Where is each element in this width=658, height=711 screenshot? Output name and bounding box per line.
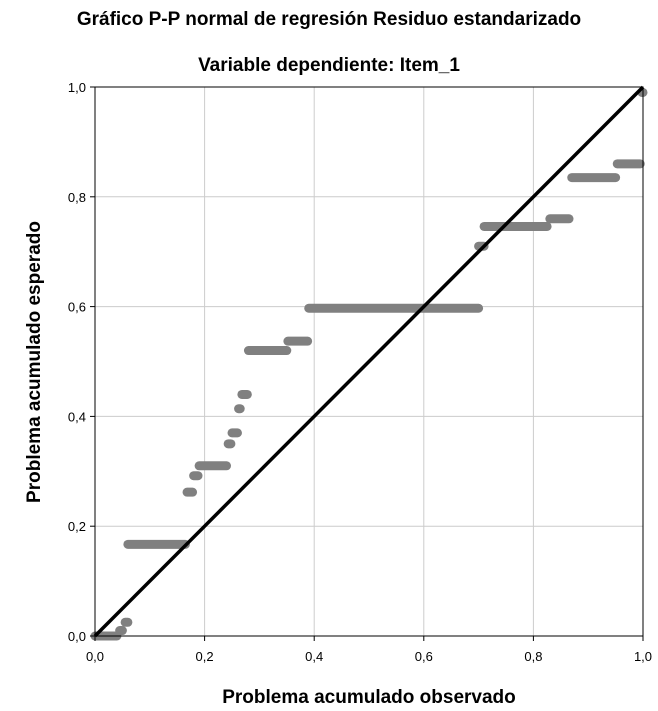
x-axis-ticks: 0,0 0,2 0,4 0,6 0,8 1,0 bbox=[86, 636, 652, 664]
x-tick-label: 0,8 bbox=[524, 649, 542, 664]
y-axis-label: Problema acumulado esperado bbox=[24, 221, 45, 503]
reference-line bbox=[93, 85, 645, 638]
data-points bbox=[90, 87, 648, 641]
x-axis-label: Problema acumulado observado bbox=[222, 687, 516, 708]
x-tick-label: 0,0 bbox=[86, 649, 104, 664]
x-tick-label: 0,6 bbox=[415, 649, 433, 664]
y-axis-ticks: 0,0 0,2 0,4 0,6 0,8 1,0 bbox=[68, 80, 95, 644]
plot-frame bbox=[94, 86, 644, 637]
chart-title: Gráfico P-P normal de regresión Residuo … bbox=[76, 9, 582, 30]
y-tick-label: 0,2 bbox=[68, 519, 86, 534]
y-tick-label: 1,0 bbox=[68, 80, 86, 95]
x-tick-label: 0,2 bbox=[196, 649, 214, 664]
chart-subtitle: Variable dependiente: Item_1 bbox=[198, 55, 460, 76]
y-tick-label: 0,0 bbox=[68, 629, 86, 644]
y-tick-label: 0,6 bbox=[68, 300, 86, 315]
y-tick-label: 0,4 bbox=[68, 409, 86, 424]
x-tick-label: 1,0 bbox=[634, 649, 652, 664]
grid-lines bbox=[95, 87, 643, 636]
x-tick-label: 0,4 bbox=[305, 649, 323, 664]
y-tick-label: 0,8 bbox=[68, 190, 86, 205]
